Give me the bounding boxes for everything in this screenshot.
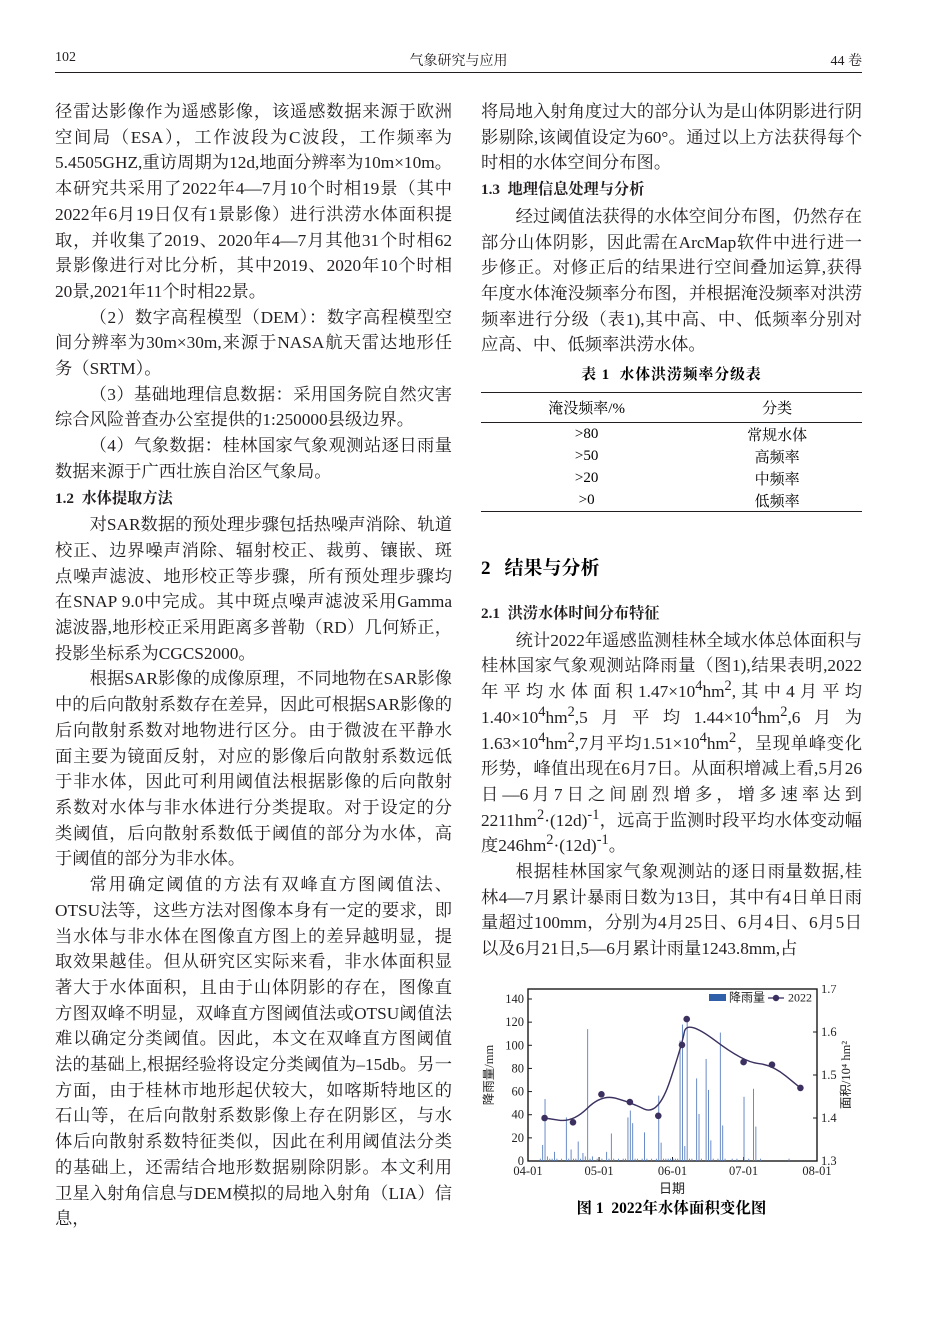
svg-text:07-01: 07-01 — [729, 1164, 758, 1178]
svg-text:2022: 2022 — [788, 991, 812, 1005]
svg-text:降雨量: 降雨量 — [729, 991, 765, 1005]
svg-text:100: 100 — [505, 1038, 524, 1052]
svg-text:08-01: 08-01 — [802, 1164, 831, 1178]
svg-text:20: 20 — [512, 1131, 525, 1145]
svg-text:06-01: 06-01 — [658, 1164, 687, 1178]
svg-text:降雨量/mm: 降雨量/mm — [482, 1045, 496, 1106]
svg-text:60: 60 — [512, 1085, 525, 1099]
svg-text:1.6: 1.6 — [821, 1025, 837, 1039]
svg-text:140: 140 — [505, 992, 524, 1006]
svg-text:05-01: 05-01 — [584, 1164, 613, 1178]
svg-text:80: 80 — [512, 1061, 525, 1075]
svg-text:1.7: 1.7 — [821, 985, 837, 996]
svg-text:面积/10⁴ hm²: 面积/10⁴ hm² — [839, 1041, 853, 1109]
svg-text:40: 40 — [512, 1108, 525, 1122]
svg-text:04-01: 04-01 — [513, 1164, 542, 1178]
svg-text:120: 120 — [505, 1015, 524, 1029]
svg-text:日期: 日期 — [659, 1181, 685, 1196]
svg-text:1.4: 1.4 — [821, 1111, 837, 1125]
svg-text:1.5: 1.5 — [821, 1068, 837, 1082]
